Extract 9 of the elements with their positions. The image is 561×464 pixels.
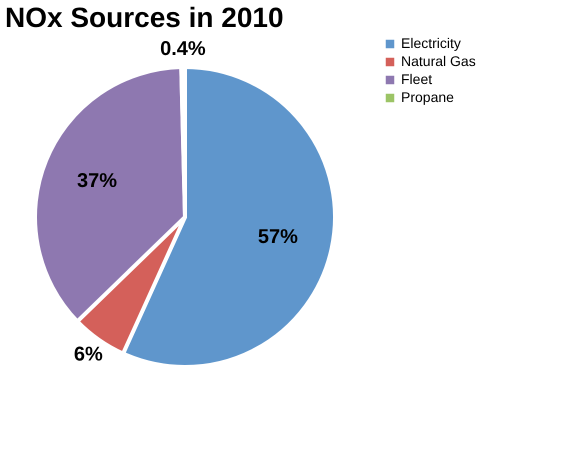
data-label: 6% bbox=[74, 343, 103, 366]
legend-label: Fleet bbox=[401, 71, 432, 87]
legend-label: Propane bbox=[401, 89, 454, 105]
legend-label: Natural Gas bbox=[401, 53, 476, 69]
data-label: 0.4% bbox=[160, 38, 206, 60]
legend-label: Electricity bbox=[401, 35, 461, 51]
chart-title: NOx Sources in 2010 bbox=[5, 2, 284, 33]
data-label: 57% bbox=[258, 226, 298, 248]
data-label: 37% bbox=[77, 170, 118, 192]
